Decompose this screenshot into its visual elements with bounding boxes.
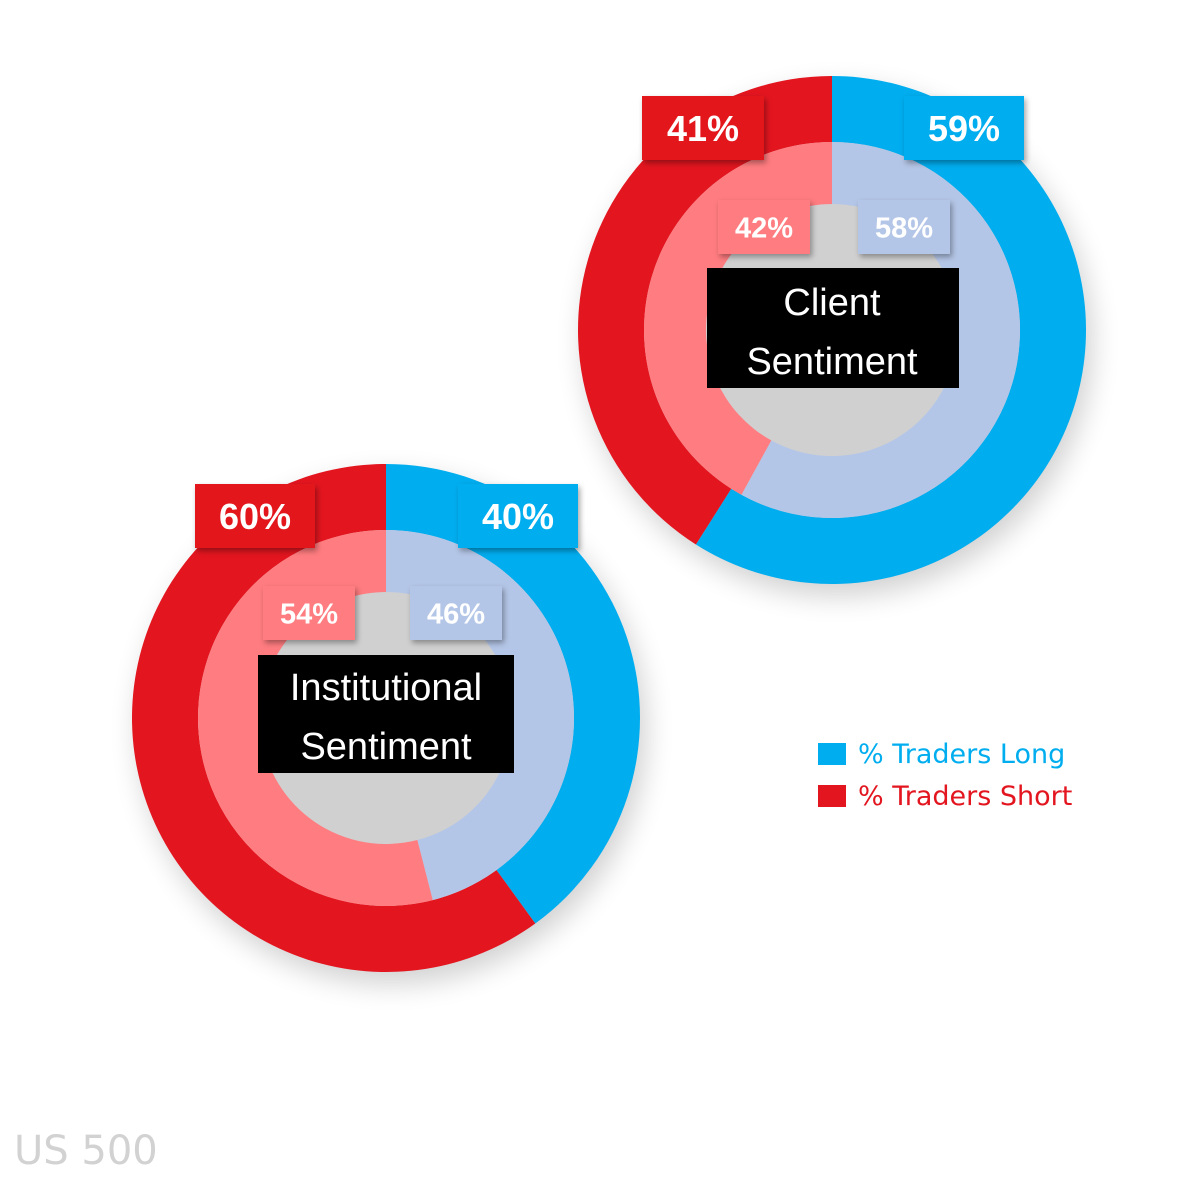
client-title-line-1: Client [783, 282, 881, 324]
institutional-inner-long-label-box [410, 586, 502, 640]
institutional-inner-short-slice [198, 530, 433, 906]
legend-swatch-short [818, 785, 846, 807]
client-outer-short-label-box [642, 96, 764, 160]
institutional-outer-short-slice [131, 464, 536, 972]
client-inner-long-slice [741, 142, 1020, 518]
client-outer-long-slice [695, 76, 1086, 584]
institutional-outer-long-slice [386, 464, 640, 924]
institutional-title-box [258, 655, 514, 773]
legend-item-short: % Traders Short [818, 775, 1072, 817]
client-title-box [707, 268, 959, 388]
institutional-inner-long-slice [386, 530, 575, 901]
client-inner-long-label-box [858, 200, 950, 254]
institutional-inner-long-label: 46% [427, 598, 485, 630]
institutional-outer-long-label: 40% [482, 496, 554, 537]
legend-label-long: % Traders Long [858, 738, 1066, 770]
client-inner-long-label: 58% [875, 212, 933, 244]
client-inner-short-slice [644, 142, 832, 495]
institutional-outer-long-label-box [458, 484, 578, 548]
legend: % Traders Long % Traders Short [818, 733, 1072, 817]
client-inner-short-label: 42% [735, 212, 793, 244]
client-outer-long-label-box [904, 96, 1024, 160]
institutional-outer-short-label-box [195, 484, 315, 548]
legend-label-short: % Traders Short [858, 780, 1073, 812]
client-outer-long-label: 59% [928, 108, 1000, 149]
institutional-inner-short-label-box [263, 586, 355, 640]
institutional-title-line-1: Institutional [290, 667, 482, 709]
institutional-title-line-2: Sentiment [300, 726, 472, 768]
client-title-line-2: Sentiment [746, 341, 918, 383]
client-inner-short-label-box [718, 200, 810, 254]
institutional-sentiment-donut: Institutional Sentiment 60% 40% 54% 46% [131, 464, 646, 984]
client-outer-short-label: 41% [667, 108, 739, 149]
client-outer-short-slice [578, 76, 832, 545]
legend-swatch-long [818, 743, 846, 765]
institutional-outer-short-label: 60% [219, 496, 291, 537]
institutional-inner-short-label: 54% [280, 598, 338, 630]
client-sentiment-donut: Client Sentiment 41% 59% 42% 58% [578, 76, 1092, 596]
instrument-symbol: US 500 [14, 1128, 158, 1174]
legend-item-long: % Traders Long [818, 733, 1072, 775]
